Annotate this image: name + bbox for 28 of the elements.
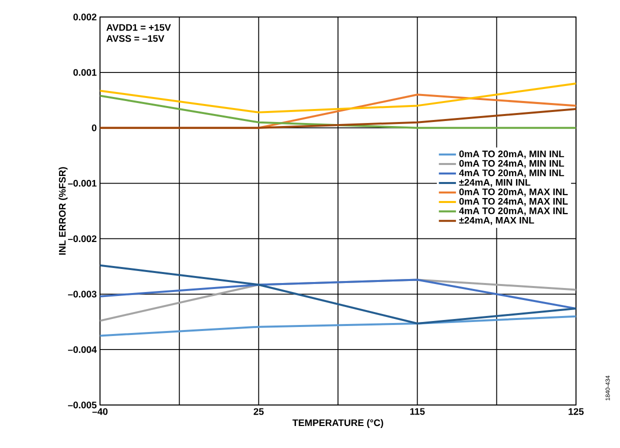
legend-label: ±24mA, MIN INL: [459, 178, 530, 188]
line-series: [100, 278, 576, 310]
legend-label: ±24mA, MAX INL: [459, 216, 534, 226]
x-tick-label: –40: [92, 408, 108, 415]
legend-label: 0mA TO 20mA, MIN INL: [459, 150, 564, 159]
x-axis-title: TEMPERATURE (°C): [292, 419, 384, 428]
y-tick-label: –0.005: [68, 402, 97, 408]
line-series: [100, 264, 576, 325]
legend-label: 4mA TO 20mA, MAX INL: [459, 207, 568, 216]
annotation: AVDD1 = +15V: [106, 24, 171, 31]
line-series: [100, 82, 576, 114]
y-tick-label: –0.004: [68, 346, 97, 353]
legend-label: 0mA TO 24mA, MAX INL: [459, 198, 568, 206]
legend-label: 4mA TO 20mA, MIN INL: [459, 170, 564, 178]
y-tick-label: –0.001: [68, 180, 97, 187]
y-tick-label: 0: [92, 124, 96, 132]
legend-label: 0mA TO 20mA, MAX INL: [459, 188, 568, 197]
annotation: AVSS = –15V: [106, 35, 164, 42]
legend-label: 0mA TO 24mA, MIN INL: [459, 160, 564, 168]
x-tick-label: 25: [254, 408, 264, 415]
y-tick-label: 0.002: [73, 14, 96, 20]
line-series: [100, 315, 576, 337]
y-tick-label: –0.003: [68, 290, 96, 298]
x-tick-label: 115: [410, 408, 425, 415]
y-tick-label: –0.002: [68, 235, 96, 242]
x-tick-label: 125: [568, 408, 584, 415]
y-tick-label: 0.001: [73, 69, 97, 76]
y-axis-title: INL ERROR (%FSR): [58, 167, 68, 255]
